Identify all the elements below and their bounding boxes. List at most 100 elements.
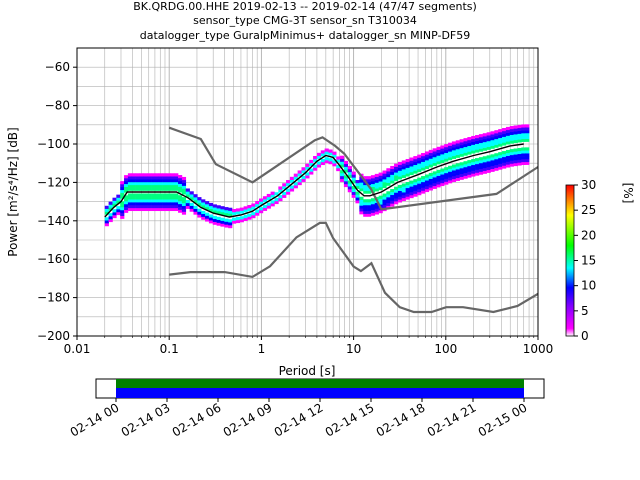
heatmap-cell — [189, 205, 194, 209]
heatmap-cell — [509, 160, 514, 164]
heatmap-cell — [293, 182, 298, 186]
heatmap-cell — [463, 143, 468, 148]
heatmap-cell — [151, 199, 156, 203]
heatmap-cell — [401, 166, 406, 170]
heatmap-cell — [181, 191, 187, 195]
heatmap-cell — [409, 194, 414, 199]
ppsd-axes: 0.01 0.1 1 10 100 1000 −200 −180 −160 −140 −120 −1… — [6, 47, 553, 378]
heatmap-cell — [181, 199, 187, 204]
heatmap-cell — [355, 191, 360, 195]
heatmap-cell — [525, 153, 530, 157]
heatmap-cell — [478, 145, 484, 149]
heatmap-cell — [509, 131, 514, 135]
heatmap-cell — [390, 174, 395, 178]
heatmap-cell — [189, 202, 194, 206]
heatmap-cell — [475, 137, 480, 142]
heatmap-cell — [201, 205, 206, 209]
heatmap-cell — [436, 161, 441, 165]
heatmap-cell — [297, 181, 302, 186]
heatmap-cell — [509, 140, 514, 144]
heatmap-cell — [185, 188, 190, 192]
timeline-tick-label: 02-14 09 — [221, 400, 275, 439]
heatmap-cell — [313, 164, 318, 168]
heatmap-cell — [413, 190, 418, 194]
heatmap-cell — [505, 126, 511, 131]
heatmap-cell — [405, 182, 410, 186]
heatmap-cell — [509, 128, 514, 133]
heatmap-cell — [494, 153, 499, 157]
heatmap-cell — [459, 176, 464, 180]
heatmap-cell — [475, 149, 480, 153]
timeline-tick-label: 02-14 18 — [374, 400, 428, 439]
heatmap-cell — [351, 180, 356, 184]
heatmap-cell — [440, 177, 445, 181]
y-tick-label: −60 — [45, 60, 70, 74]
heatmap-cell — [490, 168, 495, 172]
heatmap-cell — [243, 217, 248, 222]
heatmap-cell — [135, 184, 140, 188]
heatmap-cell — [181, 179, 187, 184]
heatmap-cell — [143, 176, 148, 180]
heatmap-cell — [197, 202, 202, 207]
heatmap-cell — [143, 207, 148, 212]
heatmap-cell — [521, 156, 526, 160]
heatmap-cell — [401, 171, 406, 176]
heatmap-cell — [455, 171, 460, 176]
heatmap-cell — [178, 195, 183, 199]
heatmap-cell — [525, 124, 530, 128]
heatmap-cell — [405, 173, 410, 177]
heatmap-cell — [189, 197, 194, 201]
heatmap-cell — [440, 151, 445, 155]
heatmap-cell — [127, 193, 133, 197]
heatmap-cell — [517, 159, 522, 163]
heatmap-cell — [386, 194, 391, 198]
heatmap-cell — [216, 205, 221, 209]
heatmap-cell — [297, 170, 302, 174]
heatmap-cell — [124, 183, 129, 187]
heatmap-cell — [394, 198, 399, 202]
heatmap-cell — [482, 136, 487, 140]
heatmap-cell — [409, 166, 414, 170]
heatmap-cell — [390, 203, 395, 207]
heatmap-cell — [251, 212, 256, 216]
heatmap-cell — [370, 186, 376, 190]
noise-models — [168, 126, 538, 314]
heatmap-cell — [147, 181, 152, 186]
heatmap-cell — [120, 186, 125, 191]
heatmap-cell — [471, 167, 476, 171]
heatmap-cell — [181, 208, 187, 212]
heatmap-cell — [282, 183, 287, 187]
heatmap-cell — [459, 142, 464, 146]
heatmap-cell — [228, 213, 233, 217]
heatmap-cell — [463, 172, 468, 176]
heatmap-cell — [293, 173, 298, 177]
heatmap-cell — [154, 202, 160, 206]
heatmap-cell — [490, 162, 495, 167]
heatmap-cell — [363, 202, 368, 206]
heatmap-cell — [463, 164, 468, 168]
heatmap-cell — [212, 218, 217, 222]
heatmap-cell — [135, 193, 140, 197]
heatmap-cell — [139, 187, 144, 191]
heatmap-cell — [224, 212, 229, 217]
heatmap-cell — [274, 192, 279, 196]
heatmap-cell — [170, 193, 175, 197]
heatmap-cell — [413, 161, 418, 166]
heatmap-cell — [309, 168, 314, 172]
heatmap-cell — [124, 206, 129, 210]
heatmap-cell — [444, 152, 449, 156]
heatmap-cell — [424, 180, 430, 184]
heatmap-cell — [270, 203, 275, 207]
heatmap-cell — [390, 165, 395, 170]
heatmap-cell — [324, 151, 329, 155]
heatmap-cell — [370, 201, 376, 205]
heatmap-cell — [359, 202, 364, 206]
heatmap-cell — [482, 144, 487, 148]
heatmap-cell — [147, 184, 152, 188]
heatmap-cell — [502, 153, 507, 158]
y-ticks: −200 −180 −160 −140 −120 −100 −80 −60 — [37, 60, 77, 343]
heatmap-cell — [343, 183, 349, 188]
heatmap-cell — [436, 172, 441, 176]
heatmap-cell — [382, 202, 387, 206]
